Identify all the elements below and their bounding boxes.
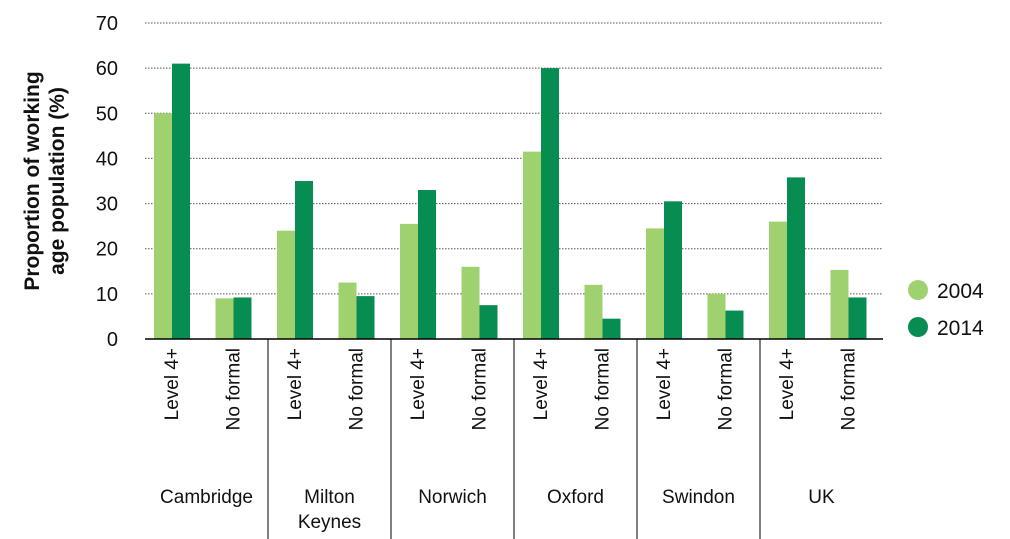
bar-2014-uk-noformal [848, 297, 867, 339]
x-subcategory-label: No formal [224, 348, 245, 430]
bar-2014-oxford-noformal [602, 318, 621, 339]
y-axis-label-line: Proportion of working [21, 71, 44, 290]
x-subcategory-label: No formal [470, 348, 491, 430]
bar-2004-swindon-level4 [646, 228, 664, 339]
y-tick-label: 10 [96, 284, 118, 306]
legend-swatch-2004 [908, 280, 928, 300]
bar-2004-cambridge-level4 [154, 113, 172, 340]
bar-2004-uk-noformal [830, 269, 849, 339]
bar-2014-swindon-level4 [664, 201, 682, 339]
x-group-label: Norwich [418, 487, 487, 508]
gridlines [145, 22, 883, 295]
y-tick-label: 20 [96, 239, 118, 261]
x-subcategory-label: Level 4+ [777, 348, 798, 420]
x-subcategory-label: Level 4+ [408, 348, 429, 420]
y-tick-label: 40 [96, 148, 118, 170]
y-tick-label: 60 [96, 58, 118, 80]
x-group-label: Cambridge [160, 487, 253, 508]
bar-2004-cambridge-noformal [215, 298, 234, 339]
x-group-label: UK [808, 487, 835, 508]
x-group-label: Keynes [298, 512, 361, 533]
x-group-label: Swindon [662, 487, 735, 508]
x-subcategory-label: No formal [839, 348, 860, 430]
x-subcategory-label: No formal [347, 348, 368, 430]
x-subcategory-label: No formal [593, 348, 614, 430]
x-subcategory-label: No formal [716, 348, 737, 430]
x-axis: Level 4+ No formal Cambridge Level 4+ No for… [145, 338, 883, 539]
bar-2014-norwich-level4 [418, 190, 436, 339]
bar-2004-uk-level4 [769, 221, 787, 339]
bar-2014-milton-keynes-level4 [295, 181, 313, 339]
bar-2014-swindon-noformal [725, 310, 744, 339]
bar-2004-oxford-noformal [584, 284, 603, 339]
y-tick-label: 50 [96, 103, 118, 125]
y-tick-label: 30 [96, 194, 118, 216]
bar-2014-oxford-level4 [541, 68, 559, 340]
x-group-label: Oxford [547, 487, 604, 508]
y-axis-title: Proportion of workingage population (%) [21, 71, 69, 290]
bar-2004-swindon-noformal [707, 293, 726, 339]
bar-2014-cambridge-noformal [233, 297, 252, 339]
bars [154, 63, 867, 340]
y-tick-label: 70 [96, 13, 118, 35]
legend-label-2014: 2014 [937, 317, 984, 340]
x-subcategory-label: Level 4+ [531, 348, 552, 420]
x-subcategory-label: Level 4+ [162, 348, 183, 420]
x-subcategory-label: Level 4+ [285, 348, 306, 420]
bar-2004-milton-keynes-noformal [338, 282, 357, 339]
y-tick-label: 0 [107, 329, 118, 351]
bar-2004-oxford-level4 [523, 151, 541, 339]
y-axis-ticks: 0 10 20 30 40 50 60 70 [96, 13, 118, 351]
legend-label-2004: 2004 [937, 280, 984, 303]
x-group-label: Milton [304, 487, 355, 508]
legend-swatch-2014 [908, 317, 928, 337]
y-axis-label-line: age population (%) [46, 87, 69, 275]
bar-2014-uk-level4 [787, 177, 805, 339]
bar-2014-cambridge-level4 [172, 63, 190, 339]
x-subcategory-label: Level 4+ [654, 348, 675, 420]
bar-2014-milton-keynes-noformal [356, 296, 375, 339]
legend: 2004 2014 [908, 280, 984, 340]
bar-2004-norwich-noformal [461, 266, 480, 339]
bar-2014-norwich-noformal [479, 305, 498, 339]
y-axis-label: Proportion of workingage population (%) [21, 71, 69, 290]
bar-2004-milton-keynes-level4 [277, 230, 295, 339]
bar-2004-norwich-level4 [400, 223, 418, 339]
